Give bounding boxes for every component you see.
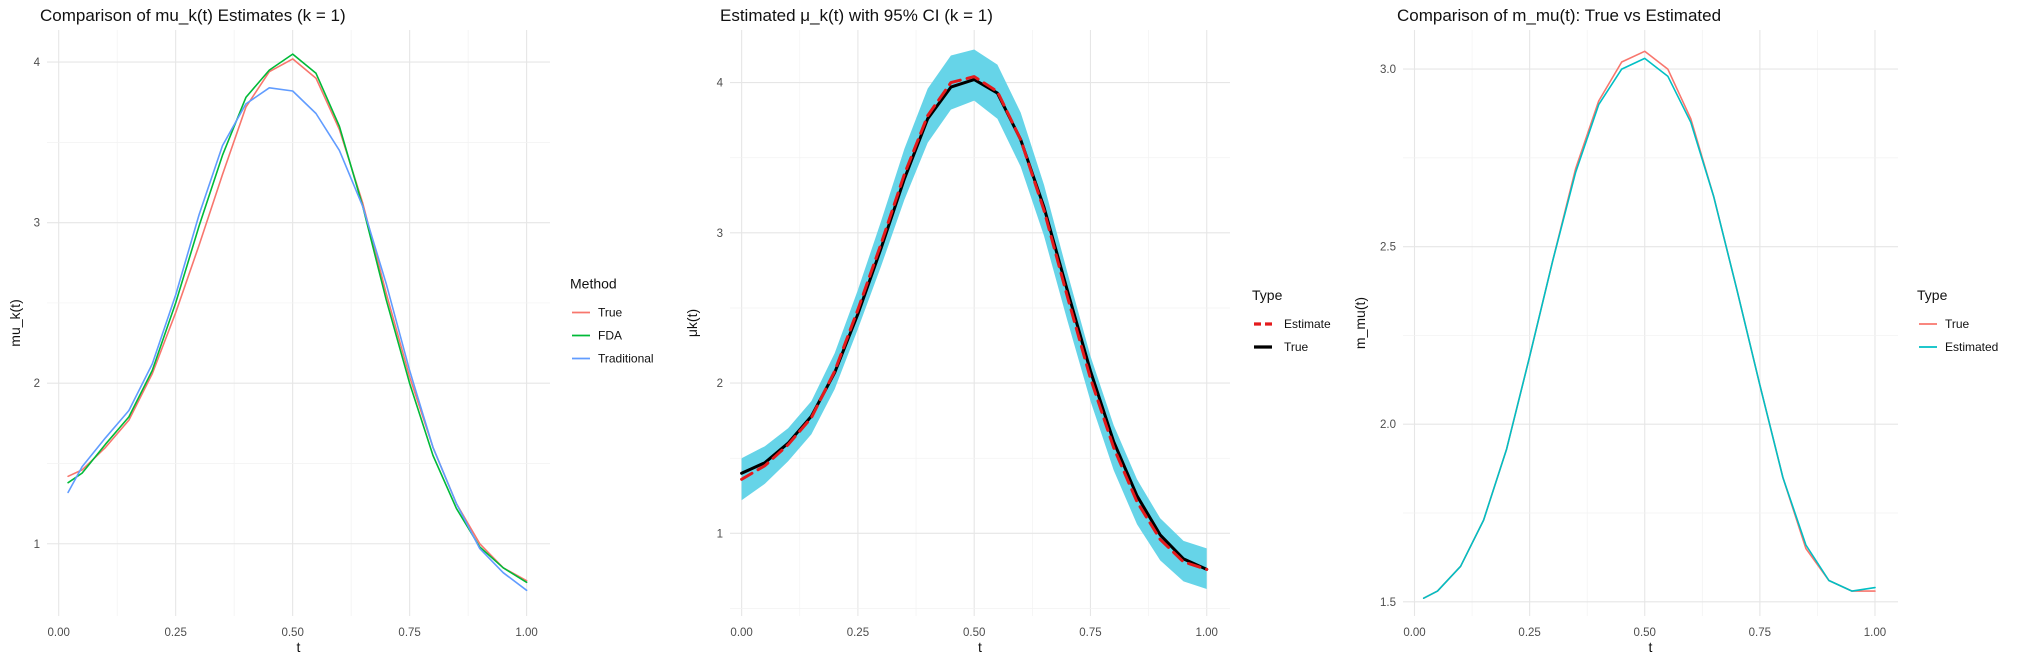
legend-label-traditional: Traditional: [598, 352, 654, 366]
y-tick-label: 3: [717, 228, 723, 240]
legend-title: Method: [570, 276, 617, 292]
x-tick-label: 0.25: [847, 627, 869, 639]
x-axis-label: t: [978, 639, 982, 655]
grid: [47, 30, 550, 616]
y-tick-label: 2: [717, 378, 723, 390]
series-line-true: [740, 78, 1209, 571]
legend-label-true: True: [1284, 340, 1309, 354]
series-line-fda: [67, 53, 528, 584]
y-tick-label: 3: [34, 218, 40, 230]
legend-label-true: True: [1945, 317, 1970, 331]
y-tick-label: 4: [717, 78, 724, 90]
grid: [730, 30, 1230, 616]
y-tick-label: 1: [717, 528, 723, 540]
legend: Method True FDA Traditional: [570, 276, 654, 366]
legend-title: Type: [1917, 287, 1948, 303]
x-tick-label: 0.25: [1518, 627, 1540, 639]
x-tick-label: 0.00: [48, 627, 70, 639]
x-tick-label: 1.00: [515, 627, 537, 639]
series-line-estimated: [1422, 57, 1876, 599]
legend: Type True Estimated: [1917, 287, 1998, 354]
y-tick-label: 2: [34, 378, 40, 390]
panel-1: 0.00 0.25 0.50 0.75 1.00 1 2 3 4 Comparison of mu…: [7, 6, 654, 655]
series-line-true: [1422, 50, 1876, 599]
grid: [1403, 30, 1898, 616]
y-tick-label: 2.0: [1380, 419, 1396, 431]
y-tick-label: 1: [34, 539, 40, 551]
y-tick-label: 2.5: [1380, 242, 1396, 254]
x-tick-label: 0.25: [164, 627, 186, 639]
y-tick-label: 4: [34, 57, 41, 69]
x-tick-label: 0.75: [398, 627, 420, 639]
x-tick-label: 0.00: [730, 627, 752, 639]
series-line-true: [67, 58, 528, 582]
panel-2: 0.00 0.25 0.50 0.75 1.00 1 2 3 4 Estimated μ_k(t)…: [684, 6, 1331, 655]
x-axis-label: t: [297, 639, 301, 655]
x-tick-label: 1.00: [1864, 627, 1886, 639]
x-tick-label: 0.50: [963, 627, 985, 639]
chart-title: Estimated μ_k(t) with 95% CI (k = 1): [720, 6, 993, 25]
x-tick-label: 0.75: [1749, 627, 1771, 639]
series-line-traditional: [67, 87, 528, 592]
x-tick-label: 0.50: [281, 627, 303, 639]
x-tick-label: 0.75: [1079, 627, 1101, 639]
chart-title: Comparison of mu_k(t) Estimates (k = 1): [40, 6, 346, 25]
panel-3: 0.00 0.25 0.50 0.75 1.00 1.5 2.0 2.5 3.0 Comparis…: [1352, 6, 1998, 655]
x-tick-label: 1.00: [1196, 627, 1218, 639]
y-tick-label: 3.0: [1380, 64, 1396, 76]
x-axis-label: t: [1649, 639, 1653, 655]
y-axis-label: mu_k(t): [7, 299, 23, 346]
y-axis-label: μk(t): [684, 309, 700, 337]
legend-label-fda: FDA: [598, 329, 622, 343]
series-line-estimate: [740, 75, 1209, 571]
legend-label-estimated: Estimated: [1945, 340, 1998, 354]
chart-title: Comparison of m_mu(t): True vs Estimated: [1397, 6, 1721, 25]
y-axis-label: m_mu(t): [1352, 297, 1368, 349]
legend-label-estimate: Estimate: [1284, 317, 1331, 331]
x-tick-label: 0.00: [1403, 627, 1425, 639]
y-tick-label: 1.5: [1380, 597, 1396, 609]
legend-label-true: True: [598, 306, 623, 320]
x-tick-label: 0.50: [1634, 627, 1656, 639]
legend-title: Type: [1252, 287, 1283, 303]
